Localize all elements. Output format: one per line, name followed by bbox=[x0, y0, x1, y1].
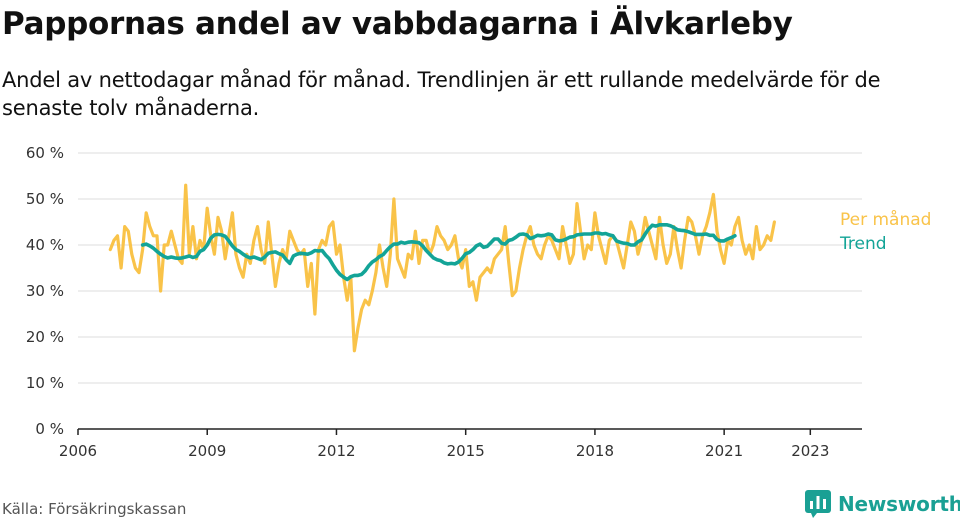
x-tick-label: 2021 bbox=[705, 442, 743, 460]
x-tick-label: 2023 bbox=[791, 442, 829, 460]
axes: 0 % 10 % 20 % 30 % 40 % 50 % 60 % 2006 2009 2012 2… bbox=[26, 144, 862, 460]
series-line-trend bbox=[140, 223, 737, 282]
legend-label-trend: Trend bbox=[839, 234, 887, 254]
gridlines bbox=[78, 152, 862, 384]
y-tick-label: 30 % bbox=[26, 282, 64, 300]
series-line-per-manad bbox=[108, 183, 777, 353]
x-tick-label: 2006 bbox=[59, 442, 97, 460]
y-tick-label: 40 % bbox=[26, 236, 64, 254]
y-tick-label: 60 % bbox=[26, 144, 64, 162]
y-tick-label: 10 % bbox=[26, 374, 64, 392]
x-tick-label: 2012 bbox=[317, 442, 355, 460]
y-tick-label: 0 % bbox=[35, 420, 64, 438]
newsworthy-brand-text: Newsworthy bbox=[838, 492, 960, 516]
y-tick-label: 50 % bbox=[26, 190, 64, 208]
legend-label-per-manad: Per månad bbox=[840, 209, 931, 230]
series bbox=[108, 183, 777, 353]
chart-title: Pappornas andel av vabbdagarna i Älvkarl… bbox=[2, 6, 793, 42]
chart-subtitle: Andel av nettodagar månad för månad. Tre… bbox=[2, 68, 881, 120]
newsworthy-logo-icon bbox=[805, 490, 831, 518]
x-tick-label: 2018 bbox=[576, 442, 614, 460]
series-labels: Per månad Trend bbox=[839, 209, 931, 254]
y-tick-label: 20 % bbox=[26, 328, 64, 346]
source-note: Källa: Försäkringskassan bbox=[2, 500, 187, 518]
x-tick-label: 2009 bbox=[188, 442, 226, 460]
newsworthy-logo: Newsworthy bbox=[805, 489, 960, 519]
x-tick-label: 2015 bbox=[447, 442, 485, 460]
